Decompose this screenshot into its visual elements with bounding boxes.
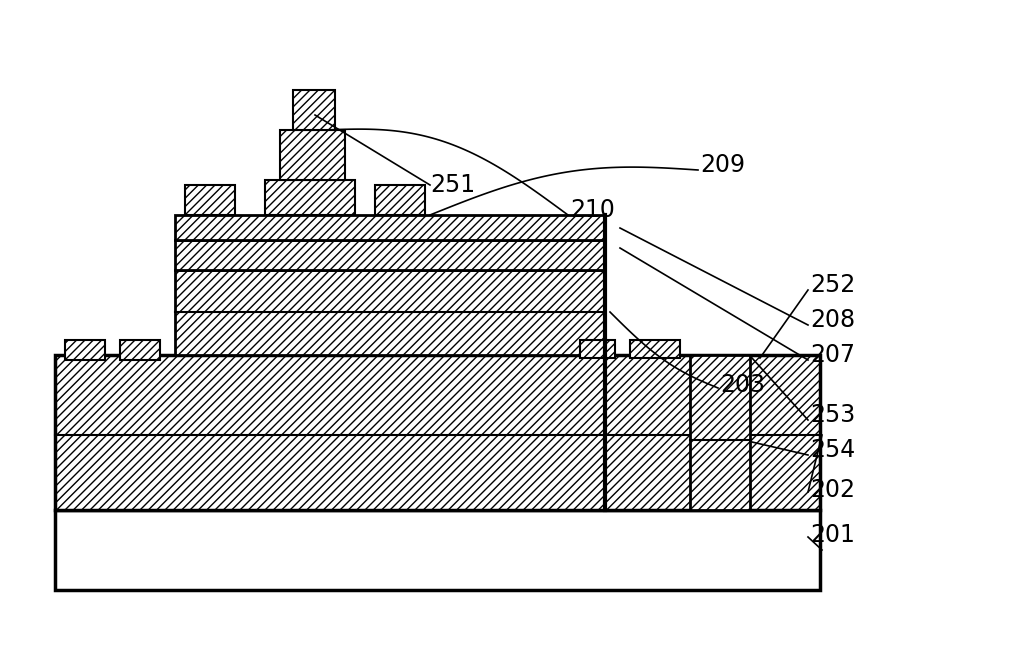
Bar [55,510,820,590]
Text: 202: 202 [810,478,855,502]
Bar [65,340,105,360]
Text: 207: 207 [810,343,855,367]
Bar [265,180,355,215]
Bar [175,270,605,355]
Text: 210: 210 [570,198,615,222]
Bar [120,340,160,360]
Bar [580,340,615,358]
Bar [293,90,335,130]
Text: 208: 208 [810,308,855,332]
Bar [280,130,345,180]
Bar [375,185,425,215]
Text: 209: 209 [700,153,745,177]
Text: 253: 253 [810,403,856,427]
Bar [175,240,605,270]
Bar [185,185,235,215]
Text: 251: 251 [430,173,475,197]
Text: 254: 254 [810,438,856,462]
Bar [55,355,820,510]
Bar [630,340,680,358]
Text: 203: 203 [720,373,765,397]
Bar [175,215,605,240]
Bar [690,355,750,510]
Text: 201: 201 [810,523,855,547]
Text: 252: 252 [810,273,856,297]
